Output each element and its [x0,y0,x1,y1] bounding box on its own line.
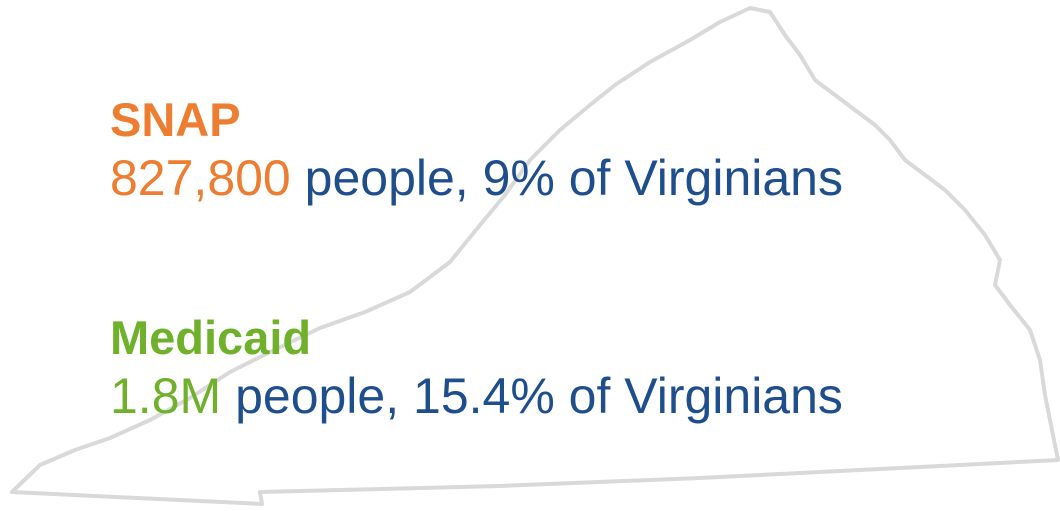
state-shape [10,6,1060,506]
program-title: Medicaid [110,311,312,364]
stat-line: 1.8M people, 15.4% of Virginians [110,366,843,426]
stat-number: 827,800 [110,150,291,206]
stat-text: people, 9% of Virginians [304,150,843,206]
stat-text: people, 15.4% of Virginians [235,368,843,424]
stat-number: 1.8M [110,368,222,424]
program-title: SNAP [110,93,241,146]
stat-line: 827,800 people, 9% of Virginians [110,148,843,208]
medicaid-block: Medicaid 1.8M people, 15.4% of Virginian… [110,310,843,426]
snap-block: SNAP 827,800 people, 9% of Virginians [110,92,843,208]
